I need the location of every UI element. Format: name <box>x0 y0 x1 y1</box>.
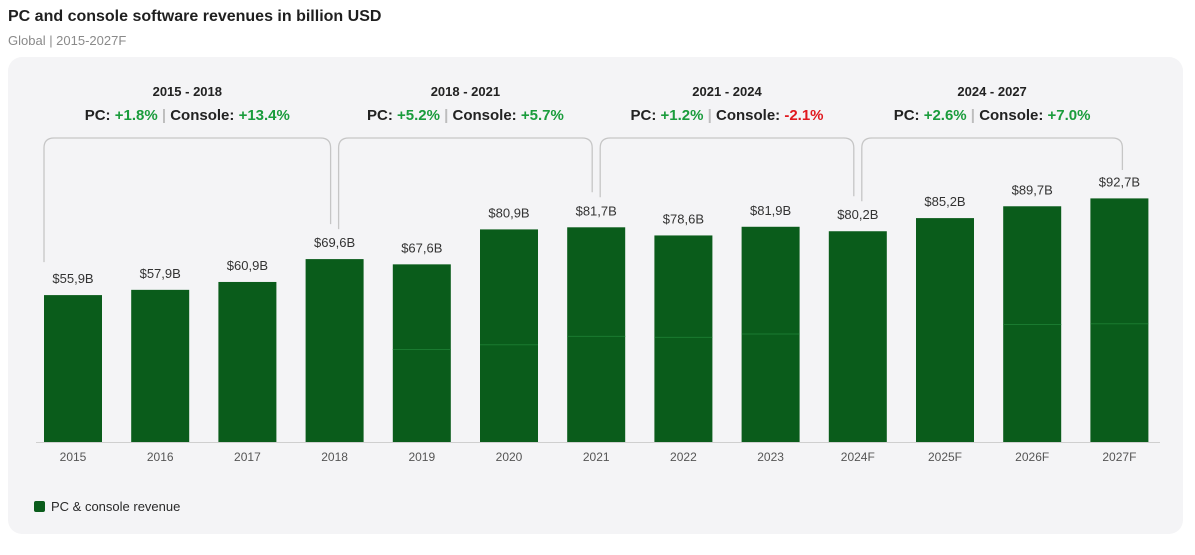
pc-growth-label: PC: <box>367 107 397 124</box>
pc-growth-value: +1.2% <box>660 107 703 124</box>
data-label: $69,6B <box>314 235 355 250</box>
data-label: $80,2B <box>837 207 878 222</box>
console-growth-label: Console: <box>170 107 238 124</box>
growth-separator: | <box>440 107 453 124</box>
x-tick-label: 2026F <box>1015 450 1049 464</box>
period-bracket <box>43 137 332 263</box>
period-range-label: 2015 - 2018 <box>153 84 222 99</box>
period-growth-line: PC: +1.2% | Console: -2.1% <box>630 107 823 124</box>
period-growth-line: PC: +1.8% | Console: +13.4% <box>85 107 290 124</box>
console-growth-value: -2.1% <box>784 107 823 124</box>
console-growth-value: +7.0% <box>1048 107 1091 124</box>
data-label: $55,9B <box>52 271 93 286</box>
x-tick-label: 2019 <box>408 450 435 464</box>
bar <box>44 295 102 442</box>
chart-title: PC and console software revenues in bill… <box>8 8 382 25</box>
growth-separator: | <box>703 107 716 124</box>
legend: PC & console revenue <box>34 499 180 514</box>
x-tick-label: 2016 <box>147 450 174 464</box>
console-growth-value: +5.7% <box>521 107 564 124</box>
bar <box>218 281 277 442</box>
x-tick-label: 2022 <box>670 450 697 464</box>
x-tick-label: 2021 <box>583 450 610 464</box>
pc-growth-label: PC: <box>85 107 115 124</box>
growth-separator: | <box>158 107 171 124</box>
x-tick-label: 2027F <box>1102 450 1136 464</box>
legend-swatch <box>34 501 45 512</box>
data-label: $81,9B <box>750 203 791 218</box>
data-label: $60,9B <box>227 258 268 273</box>
x-tick-label: 2024F <box>841 450 875 464</box>
x-tick-label: 2025F <box>928 450 962 464</box>
period-range-label: 2021 - 2024 <box>692 84 762 99</box>
period-bracket <box>337 137 593 230</box>
period-range-label: 2018 - 2021 <box>431 84 500 99</box>
bar <box>131 289 190 442</box>
bar <box>654 235 713 442</box>
console-growth-value: +13.4% <box>239 107 290 124</box>
data-label: $81,7B <box>576 203 617 218</box>
period-growth-line: PC: +2.6% | Console: +7.0% <box>894 107 1091 124</box>
console-growth-label: Console: <box>979 107 1047 124</box>
pc-growth-value: +5.2% <box>397 107 440 124</box>
bar <box>392 264 451 442</box>
data-label: $78,6B <box>663 211 704 226</box>
x-tick-label: 2023 <box>757 450 784 464</box>
data-label: $80,9B <box>488 205 529 220</box>
growth-separator: | <box>967 107 980 124</box>
x-tick-label: 2015 <box>60 450 87 464</box>
data-label: $57,9B <box>140 266 181 281</box>
data-label: $92,7B <box>1099 174 1140 189</box>
bar <box>480 229 538 442</box>
period-bracket <box>599 137 855 198</box>
pc-growth-label: PC: <box>894 107 924 124</box>
bar <box>305 259 364 442</box>
period-range-label: 2024 - 2027 <box>957 84 1026 99</box>
period-growth-line: PC: +5.2% | Console: +5.7% <box>367 107 564 124</box>
data-label: $89,7B <box>1012 182 1053 197</box>
console-growth-label: Console: <box>453 107 521 124</box>
period-bracket <box>861 137 1124 202</box>
x-tick-label: 2018 <box>321 450 348 464</box>
pc-growth-value: +2.6% <box>924 107 967 124</box>
pc-growth-value: +1.8% <box>115 107 158 124</box>
data-label: $85,2B <box>924 194 965 209</box>
bar <box>567 227 626 442</box>
chart-subtitle: Global | 2015-2027F <box>8 33 127 48</box>
legend-label: PC & console revenue <box>51 499 181 514</box>
bar <box>1090 198 1149 442</box>
console-growth-label: Console: <box>716 107 784 124</box>
x-tick-label: 2017 <box>234 450 261 464</box>
pc-growth-label: PC: <box>630 107 660 124</box>
bar <box>828 231 887 442</box>
data-label: $67,6B <box>401 240 442 255</box>
x-tick-label: 2020 <box>496 450 523 464</box>
bar <box>916 218 974 442</box>
